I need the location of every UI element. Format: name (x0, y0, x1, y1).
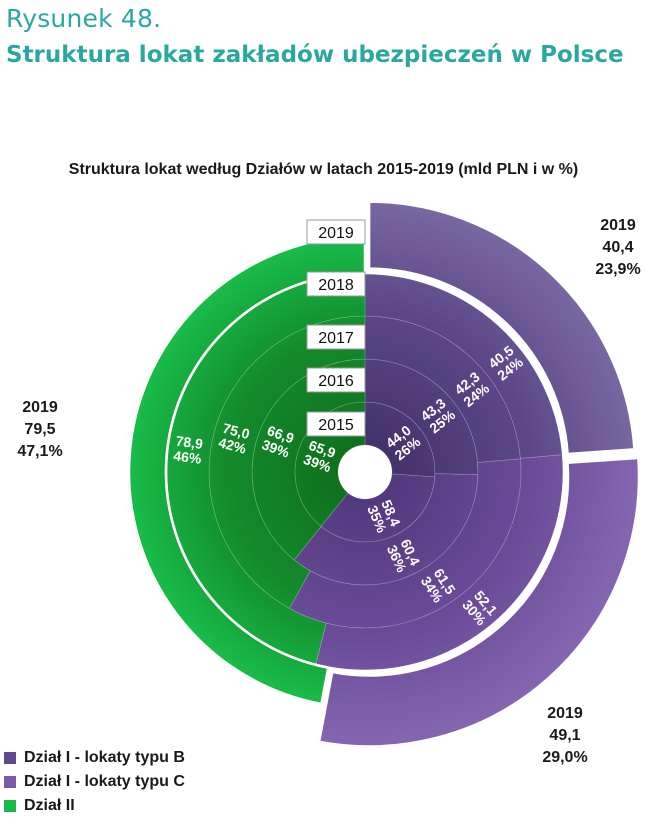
ring-label: 78,946% (173, 433, 205, 467)
segment-dzial-i-c-2016 (293, 473, 479, 586)
year-label-2018: 2018 (306, 271, 366, 297)
legend-item-dzial-i-b: Dział I - lokaty typu B (4, 746, 185, 770)
callout-year: 2019 (547, 705, 583, 722)
segment-dzial-i-c-2019 (317, 456, 641, 748)
segment-dzial-ii-2016 (251, 358, 366, 561)
ring-label-value: 75,0 (221, 420, 252, 442)
year-label-text: 2015 (318, 417, 354, 434)
legend-item-dzial-i-c: Dział I - lokaty typu C (4, 770, 185, 794)
callout-value: 79,5 (24, 421, 55, 438)
figure-label: Rysunek 48. (6, 4, 162, 33)
ring-label-share: 46% (173, 447, 203, 466)
chart-title: Struktura lokat według Działów w latach … (68, 161, 579, 178)
callout-year: 2019 (22, 399, 58, 416)
year-label-text: 2019 (318, 225, 354, 242)
year-label-2017: 2017 (306, 324, 366, 350)
legend-label: Dział I - lokaty typu B (24, 749, 185, 766)
year-label-2015: 2015 (306, 411, 366, 437)
callout-value: 40,4 (602, 239, 633, 256)
ring-label-share: 42% (217, 434, 249, 457)
segment-dzial-i-c-2017 (288, 458, 522, 629)
year-label-text: 2018 (318, 277, 354, 294)
callout-dzial-i-c: 2019 49,1 29,0% (542, 705, 587, 766)
callout-share: 47,1% (17, 443, 62, 460)
callout-dzial-ii: 2019 79,5 47,1% (17, 399, 62, 460)
year-label-text: 2017 (318, 330, 354, 347)
legend-item-dzial-ii: Dział II (4, 794, 185, 818)
legend-label: Dział II (24, 797, 75, 814)
year-label-2019: 2019 (306, 219, 366, 245)
ring-label-value: 78,9 (175, 433, 204, 452)
callout-dzial-i-b: 2019 40,4 23,9% (595, 217, 640, 278)
year-label-text: 2016 (318, 373, 354, 390)
legend-swatch (4, 752, 16, 764)
legend: Dział I - lokaty typu B Dział I - lokaty… (4, 746, 185, 818)
legend-label: Dział I - lokaty typu C (24, 773, 185, 790)
figure-title: Struktura lokat zakładów ubezpieczeń w P… (6, 42, 624, 68)
segment-dzial-i-b-2019 (367, 200, 636, 456)
callout-share: 29,0% (542, 749, 587, 766)
year-label-2016: 2016 (306, 367, 366, 393)
callout-year: 2019 (600, 217, 636, 234)
ring-label: 75,042% (217, 420, 252, 457)
callout-value: 49,1 (549, 727, 580, 744)
donut-hole (340, 447, 390, 497)
callout-share: 23,9% (595, 261, 640, 278)
legend-swatch (4, 800, 16, 812)
legend-swatch (4, 776, 16, 788)
